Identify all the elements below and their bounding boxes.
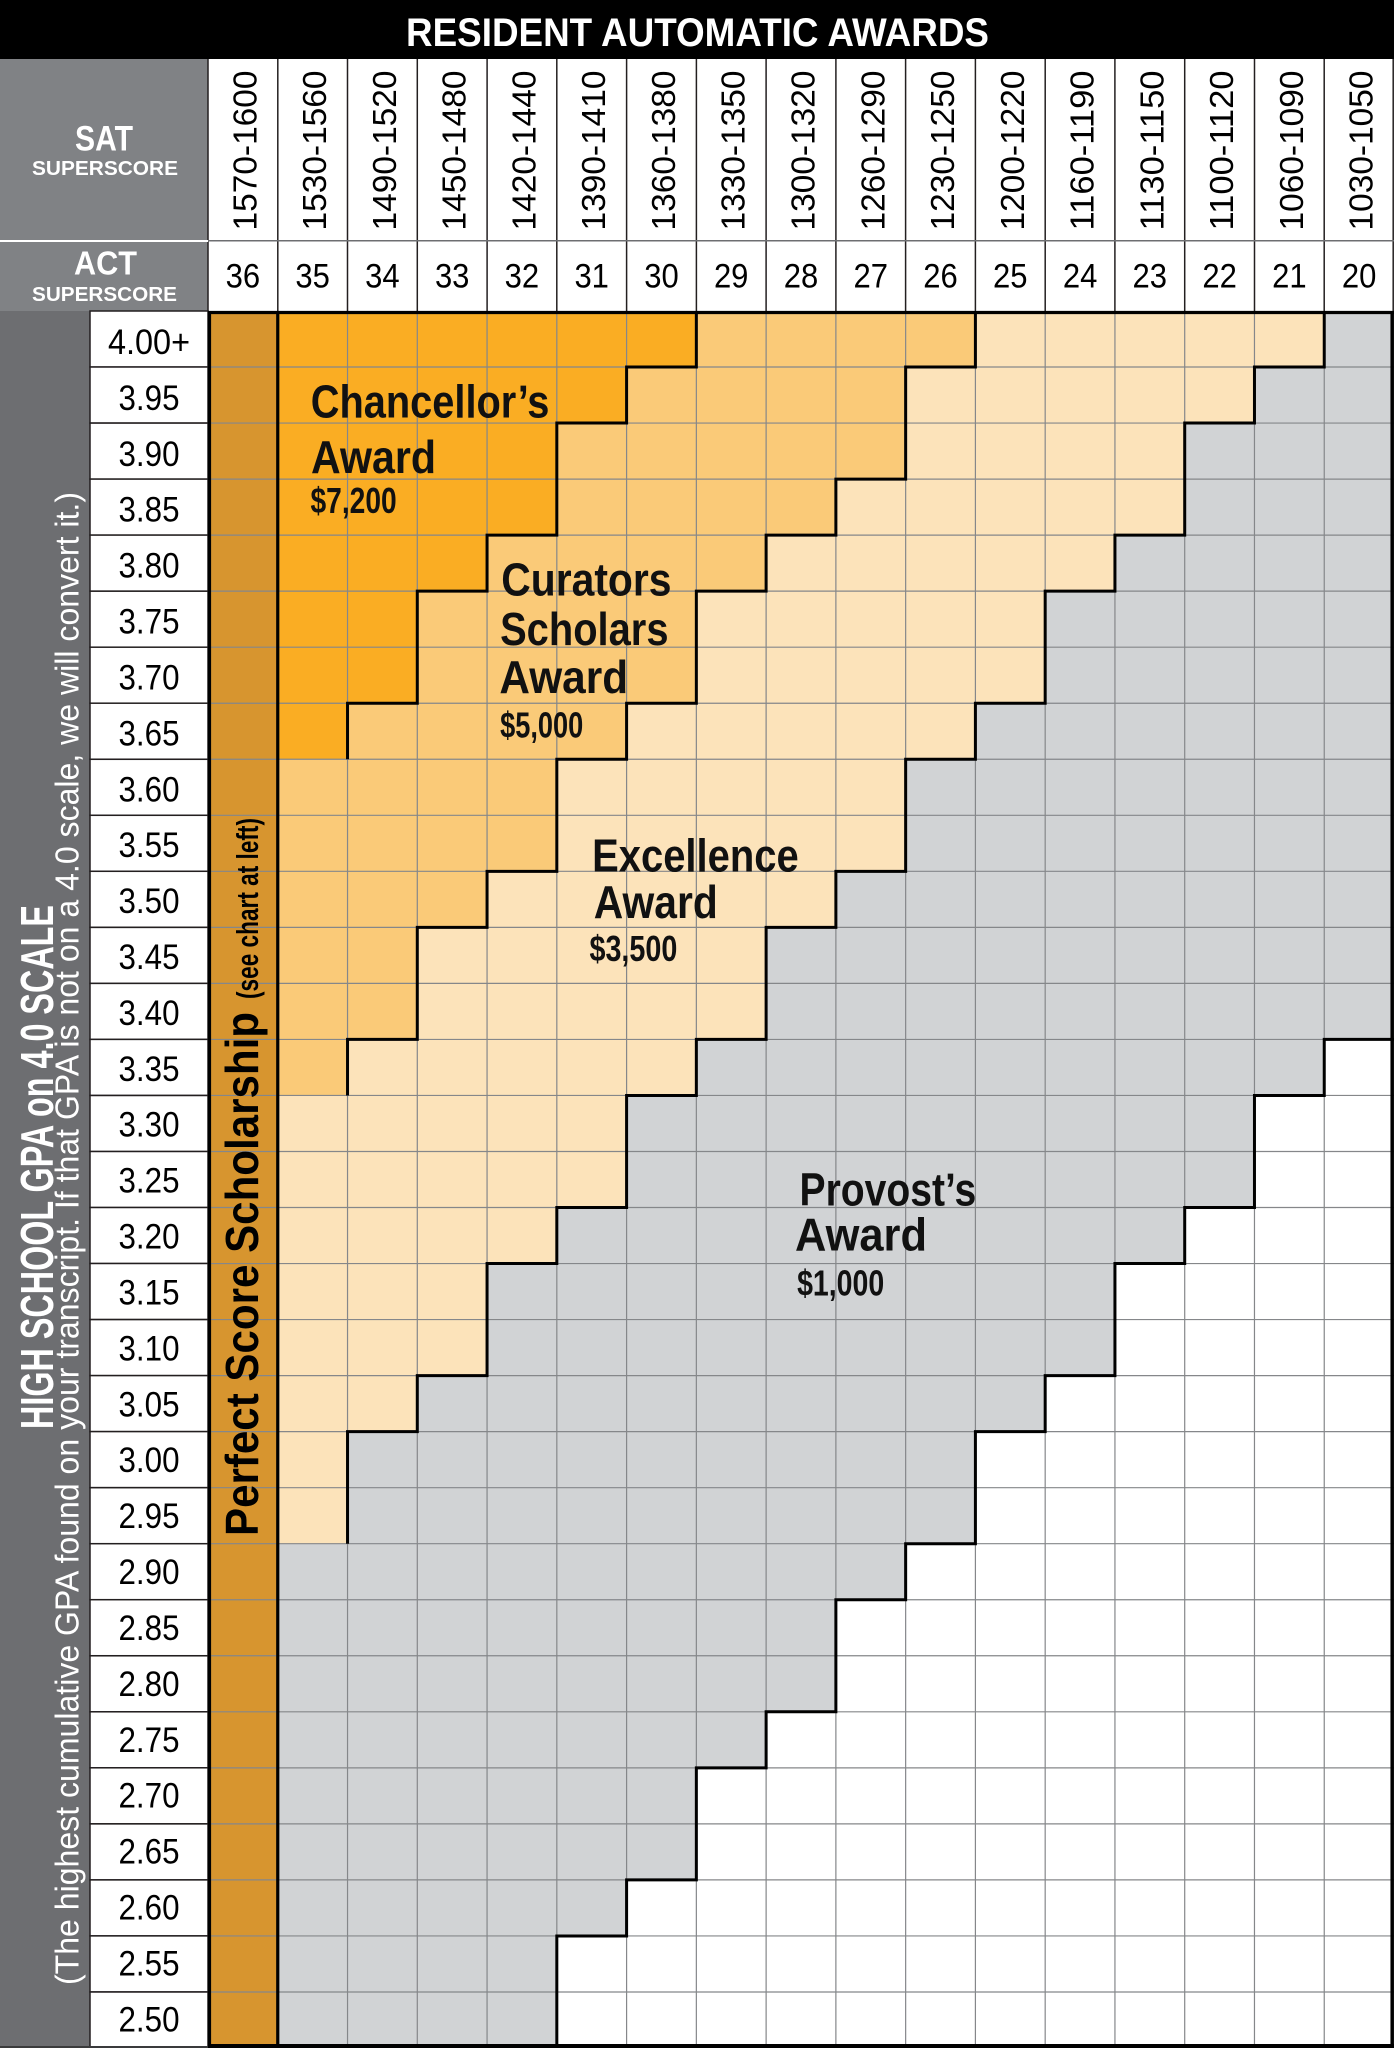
svg-text:30: 30: [644, 257, 679, 295]
svg-text:1570-1600: 1570-1600: [227, 71, 264, 231]
svg-text:24: 24: [1063, 257, 1098, 295]
svg-text:2.65: 2.65: [119, 1832, 180, 1872]
svg-text:29: 29: [714, 257, 749, 295]
svg-text:SUPERSCORE: SUPERSCORE: [32, 284, 177, 306]
svg-text:36: 36: [226, 257, 261, 295]
svg-text:$5,000: $5,000: [500, 705, 583, 746]
svg-text:2.55: 2.55: [119, 1943, 180, 1983]
svg-text:ACT: ACT: [74, 245, 137, 282]
svg-text:3.20: 3.20: [119, 1217, 180, 1257]
svg-text:3.50: 3.50: [119, 881, 180, 921]
svg-text:Award: Award: [499, 651, 628, 703]
svg-text:3.55: 3.55: [119, 825, 180, 865]
svg-text:SAT: SAT: [75, 119, 133, 159]
svg-text:1060-1090: 1060-1090: [1274, 71, 1311, 231]
svg-text:2.90: 2.90: [119, 1552, 180, 1592]
svg-text:3.05: 3.05: [119, 1384, 180, 1424]
svg-text:1030-1050: 1030-1050: [1344, 71, 1381, 231]
svg-text:3.25: 3.25: [119, 1161, 180, 1201]
svg-text:1200-1220: 1200-1220: [995, 71, 1032, 231]
svg-text:3.65: 3.65: [119, 713, 180, 753]
svg-text:3.60: 3.60: [119, 769, 180, 809]
svg-text:Award: Award: [311, 431, 436, 483]
svg-text:1450-1480: 1450-1480: [437, 71, 474, 231]
svg-text:3.30: 3.30: [119, 1105, 180, 1145]
svg-text:3.45: 3.45: [119, 937, 180, 977]
svg-text:$7,200: $7,200: [311, 480, 397, 521]
svg-text:3.70: 3.70: [119, 658, 180, 698]
svg-text:2.95: 2.95: [119, 1496, 180, 1536]
svg-text:23: 23: [1133, 257, 1168, 295]
svg-text:2.85: 2.85: [119, 1608, 180, 1648]
svg-text:22: 22: [1202, 257, 1237, 295]
svg-text:32: 32: [505, 257, 540, 295]
svg-text:3.15: 3.15: [119, 1273, 180, 1313]
svg-text:3.75: 3.75: [119, 602, 180, 642]
svg-text:(The highest cumulative GPA fo: (The highest cumulative GPA found on you…: [49, 492, 86, 1985]
svg-text:Perfect Score Scholarship: Perfect Score Scholarship: [216, 1012, 268, 1536]
svg-text:1230-1250: 1230-1250: [925, 71, 962, 231]
svg-text:21: 21: [1272, 257, 1307, 295]
svg-text:Chancellor’s: Chancellor’s: [311, 376, 550, 428]
svg-text:1390-1410: 1390-1410: [576, 71, 613, 231]
svg-text:3.95: 3.95: [119, 378, 180, 418]
svg-text:2.70: 2.70: [119, 1776, 180, 1816]
svg-text:1130-1150: 1130-1150: [1134, 71, 1171, 231]
svg-text:35: 35: [295, 257, 330, 295]
svg-text:1260-1290: 1260-1290: [855, 71, 892, 231]
svg-text:1160-1190: 1160-1190: [1065, 71, 1102, 231]
svg-text:27: 27: [854, 257, 889, 295]
svg-text:33: 33: [435, 257, 470, 295]
svg-text:3.00: 3.00: [119, 1440, 180, 1480]
svg-text:2.75: 2.75: [119, 1720, 180, 1760]
svg-text:1100-1120: 1100-1120: [1204, 71, 1241, 231]
svg-text:20: 20: [1342, 257, 1377, 295]
svg-text:RESIDENT AUTOMATIC AWARDS: RESIDENT AUTOMATIC AWARDS: [406, 11, 989, 55]
svg-text:(see chart at left): (see chart at left): [230, 818, 265, 999]
svg-text:$1,000: $1,000: [797, 1263, 884, 1304]
svg-text:1420-1440: 1420-1440: [506, 71, 543, 231]
svg-text:1300-1320: 1300-1320: [786, 71, 823, 231]
svg-text:Award: Award: [594, 876, 718, 928]
svg-text:3.35: 3.35: [119, 1049, 180, 1089]
svg-text:3.40: 3.40: [119, 993, 180, 1033]
svg-text:3.85: 3.85: [119, 490, 180, 530]
svg-text:Scholars: Scholars: [500, 603, 668, 655]
svg-text:1490-1520: 1490-1520: [367, 71, 404, 231]
svg-text:Excellence: Excellence: [592, 829, 799, 881]
svg-text:Curators: Curators: [501, 554, 671, 606]
svg-text:SUPERSCORE: SUPERSCORE: [32, 158, 178, 180]
svg-text:4.00+: 4.00+: [108, 322, 190, 362]
svg-text:3.90: 3.90: [119, 434, 180, 474]
svg-text:3.80: 3.80: [119, 546, 180, 586]
svg-text:Provost’s: Provost’s: [800, 1163, 977, 1215]
svg-text:1330-1350: 1330-1350: [716, 71, 753, 231]
svg-text:2.80: 2.80: [119, 1664, 180, 1704]
svg-text:31: 31: [574, 257, 609, 295]
svg-text:26: 26: [923, 257, 958, 295]
svg-text:$3,500: $3,500: [590, 928, 678, 969]
svg-text:34: 34: [365, 257, 400, 295]
svg-text:HIGH SCHOOL GPA on 4.0 SCALE: HIGH SCHOOL GPA on 4.0 SCALE: [11, 905, 63, 1429]
svg-text:2.50: 2.50: [119, 1999, 180, 2039]
svg-text:Award: Award: [795, 1209, 927, 1261]
svg-text:3.10: 3.10: [119, 1328, 180, 1368]
svg-text:2.60: 2.60: [119, 1888, 180, 1928]
svg-text:1530-1560: 1530-1560: [297, 71, 334, 231]
svg-text:25: 25: [993, 257, 1028, 295]
svg-text:28: 28: [784, 257, 819, 295]
svg-text:1360-1380: 1360-1380: [646, 71, 683, 231]
